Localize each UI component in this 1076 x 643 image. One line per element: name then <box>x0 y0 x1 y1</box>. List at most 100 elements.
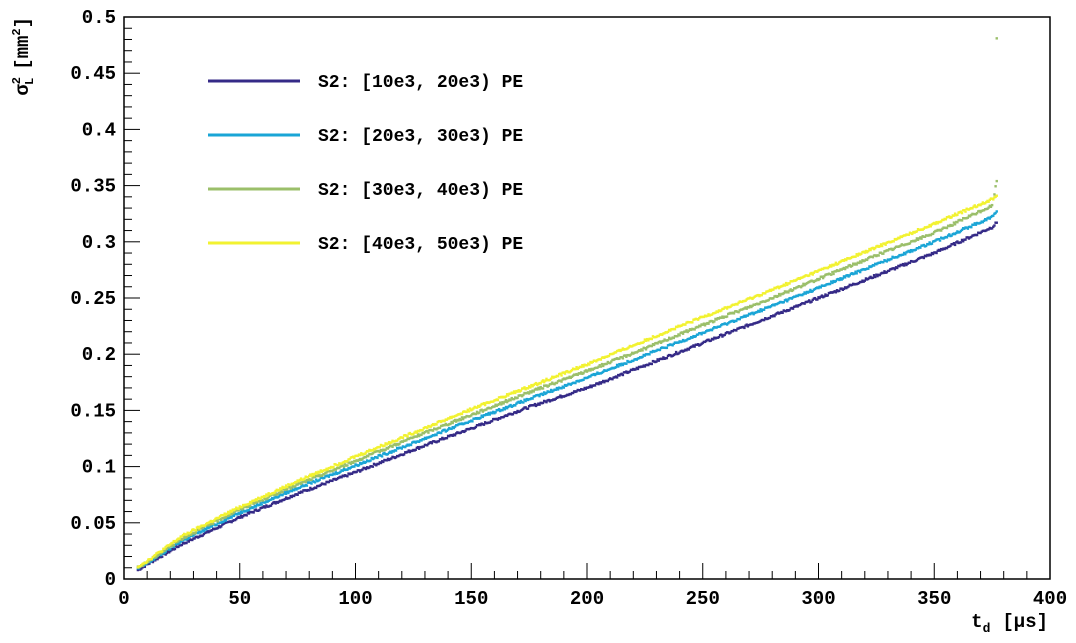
data-point <box>505 407 509 410</box>
data-point <box>621 363 625 367</box>
x-tick-label: 150 <box>454 588 488 610</box>
data-point <box>468 407 472 410</box>
data-point <box>211 522 215 525</box>
series-points <box>136 210 998 570</box>
data-point <box>855 263 858 266</box>
data-point <box>527 392 531 395</box>
data-point <box>264 506 267 509</box>
data-point <box>992 198 995 201</box>
data-point <box>706 314 709 318</box>
data-point <box>151 560 155 564</box>
data-point <box>874 275 877 279</box>
data-point <box>545 400 548 404</box>
data-point <box>665 346 669 350</box>
data-point <box>539 385 542 389</box>
data-point <box>874 246 877 250</box>
data-point <box>402 453 406 456</box>
data-point <box>960 228 964 232</box>
data-point <box>532 404 535 407</box>
data-point <box>283 491 287 494</box>
data-point <box>519 399 523 403</box>
data-point <box>504 405 508 409</box>
data-point <box>220 518 223 522</box>
data-point <box>562 386 566 389</box>
data-point <box>790 297 794 300</box>
y-tick-label: 0.45 <box>70 63 116 85</box>
data-point <box>180 535 184 538</box>
data-point <box>560 380 563 383</box>
data-point <box>618 357 621 360</box>
data-point <box>902 264 906 267</box>
data-point <box>826 294 829 297</box>
data-point <box>364 451 368 454</box>
data-point <box>331 473 334 477</box>
data-point <box>448 417 451 420</box>
data-point <box>232 511 236 514</box>
data-point <box>801 284 804 288</box>
data-point <box>355 470 358 474</box>
data-point <box>407 449 410 452</box>
data-point <box>760 294 763 297</box>
data-point <box>523 386 526 389</box>
y-tick-label: 0.05 <box>70 513 116 535</box>
data-point <box>830 273 833 276</box>
data-point <box>504 395 508 398</box>
data-point <box>187 536 191 540</box>
data-point <box>945 236 949 239</box>
data-point <box>501 409 504 412</box>
data-point <box>455 420 458 423</box>
data-point <box>333 472 336 476</box>
data-point <box>655 360 658 363</box>
data-point <box>744 299 747 302</box>
data-point <box>729 331 732 334</box>
data-point <box>150 557 153 561</box>
data-point <box>625 355 628 359</box>
data-point <box>273 493 276 497</box>
data-point <box>628 370 632 373</box>
data-point <box>296 493 299 496</box>
data-point <box>737 310 740 314</box>
data-point <box>274 489 277 493</box>
data-point <box>514 391 517 395</box>
data-point <box>959 241 963 244</box>
data-point <box>808 299 811 302</box>
data-point <box>198 527 201 530</box>
data-point <box>443 428 446 431</box>
data-point <box>341 469 344 472</box>
data-point <box>426 444 429 447</box>
data-point <box>623 354 627 357</box>
data-point <box>732 312 736 315</box>
data-point <box>832 272 835 276</box>
data-point <box>846 266 849 269</box>
data-point <box>541 379 545 382</box>
data-point <box>972 223 975 226</box>
data-point <box>736 303 739 306</box>
data-point <box>497 403 501 406</box>
data-point <box>159 553 163 557</box>
data-point <box>971 207 974 210</box>
data-point <box>342 465 346 469</box>
data-point <box>441 436 444 440</box>
data-point <box>713 320 716 323</box>
data-point <box>782 292 785 295</box>
data-point <box>360 452 363 455</box>
data-point <box>351 461 355 465</box>
data-point <box>430 441 434 445</box>
data-point <box>711 327 715 330</box>
data-point <box>929 253 932 257</box>
y-tick-label: 0.2 <box>82 344 116 366</box>
data-point <box>979 221 982 225</box>
data-point <box>970 235 973 239</box>
data-point <box>883 270 886 273</box>
data-point <box>185 533 188 536</box>
data-point <box>382 460 385 464</box>
data-point <box>309 486 312 490</box>
data-point <box>376 456 379 460</box>
x-tick-label: 400 <box>1033 588 1067 610</box>
data-point <box>375 464 378 467</box>
data-point <box>493 405 496 408</box>
data-point <box>427 431 430 434</box>
data-point <box>409 443 413 447</box>
data-point <box>764 292 767 295</box>
data-point <box>916 238 920 242</box>
